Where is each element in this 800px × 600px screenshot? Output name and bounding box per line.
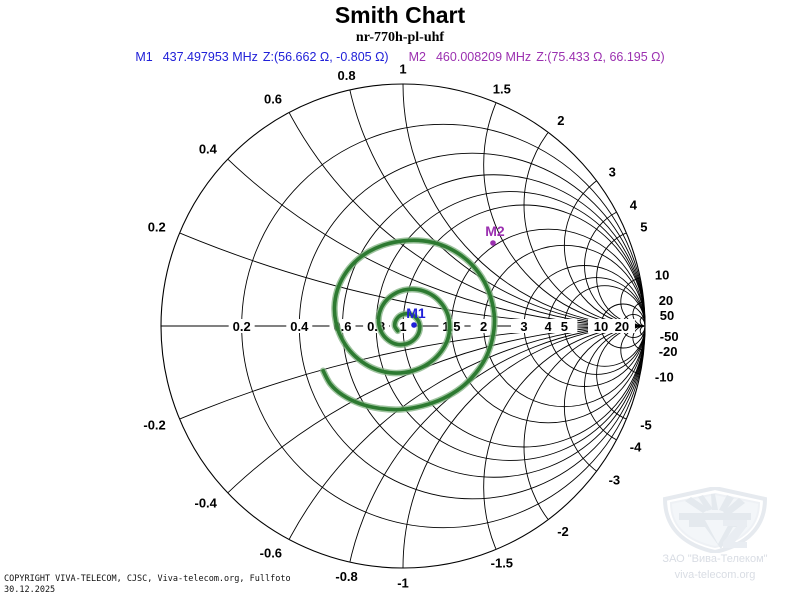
axis-tick-rim: -1	[397, 576, 409, 591]
axis-tick-rim: 0.2	[148, 220, 166, 235]
axis-tick-rim: -0.8	[335, 569, 357, 584]
marker-m1[interactable]: M1	[406, 305, 426, 328]
axis-tick-real: 3	[520, 319, 527, 334]
shield-logo-icon	[662, 487, 768, 553]
axis-tick-rim: 0.4	[199, 141, 218, 156]
axis-tick-rim: -4	[630, 439, 642, 454]
axis-tick-real: 2	[480, 319, 487, 334]
smith-markers: M1 M2	[406, 223, 505, 328]
axis-tick-rim: -3	[609, 473, 621, 488]
axis-tick-rim: 5	[640, 220, 647, 235]
axis-tick-real: 20	[615, 319, 629, 334]
axis-tick-rim: -20	[659, 344, 678, 359]
axis-tick-real: 4	[545, 319, 553, 334]
copyright-line-2: 30.12.2025	[4, 585, 56, 595]
axis-tick-rim: 50	[660, 308, 674, 323]
axis-tick-rim: -50	[660, 329, 679, 344]
axis-tick-rim: 0.6	[264, 92, 282, 107]
marker-m2-impedance: Z:(75.433 Ω, 66.195 Ω)	[536, 50, 665, 64]
axis-tick-rim: 2	[557, 113, 564, 128]
marker-caption: M2	[485, 223, 505, 239]
watermark-company: ЗАО "Вива-Телеком"	[662, 553, 768, 565]
copyright-notice: COPYRIGHT VIVA-TELECOM, CJSC, Viva-telec…	[4, 574, 291, 596]
axis-tick-real: 1	[399, 319, 406, 334]
axis-tick-rim: 4	[630, 198, 638, 213]
axis-tick-rim: -1.5	[491, 556, 513, 571]
axis-tick-rim: 10	[655, 268, 669, 283]
axis-tick-rim: 1	[399, 62, 406, 77]
axis-tick-rim: 20	[659, 293, 673, 308]
copyright-line-1: COPYRIGHT VIVA-TELECOM, CJSC, Viva-telec…	[4, 574, 291, 584]
page-title: Smith Chart	[334, 2, 466, 28]
marker-m2-frequency: 460.008209 MHz	[435, 50, 532, 64]
smith-axis-labels: 0.2 0.4 0.6 0.8 1 1.5 2 3 4 5 10 200.2-0.20.4-0.40.…	[143, 62, 678, 591]
marker-m1-label: M1	[135, 50, 153, 64]
axis-tick-rim: 3	[609, 164, 616, 179]
axis-tick-rim: -2	[557, 524, 569, 539]
marker-point[interactable]	[490, 240, 496, 246]
marker-m1-frequency: 437.497953 MHz	[162, 50, 258, 64]
marker-m2-label: M2	[408, 50, 426, 64]
axis-tick-rim: -0.4	[194, 496, 217, 511]
axis-tick-rim: -10	[655, 369, 674, 384]
axis-tick-rim: 0.8	[338, 68, 356, 83]
axis-tick-real: 0.2	[233, 319, 251, 334]
axis-tick-real: 10	[594, 319, 608, 334]
chart-subtitle: nr-770h-pl-uhf	[355, 30, 445, 45]
axis-tick-real: 0.4	[290, 319, 309, 334]
marker-caption: M1	[406, 305, 426, 321]
marker-m2[interactable]: M2	[485, 223, 505, 246]
marker-point[interactable]	[411, 322, 417, 328]
smith-trace-series	[319, 237, 498, 413]
marker-m1-impedance: Z:(56.662 Ω, -0.805 Ω)	[262, 50, 389, 64]
axis-tick-real: 5	[561, 319, 568, 334]
watermark-site: viva-telecom.org	[674, 569, 756, 581]
watermark: ЗАО "Вива-Телеком" viva-telecom.org	[640, 487, 790, 592]
axis-tick-rim: -0.6	[260, 545, 282, 560]
axis-tick-rim: 1.5	[493, 81, 511, 96]
axis-tick-rim: -0.2	[143, 417, 165, 432]
axis-tick-rim: -5	[640, 417, 652, 432]
marker-readout-bar: M1 437.497953 MHz Z:(56.662 Ω, -0.805 Ω) M2…	[0, 50, 800, 64]
trace-path	[321, 238, 497, 412]
